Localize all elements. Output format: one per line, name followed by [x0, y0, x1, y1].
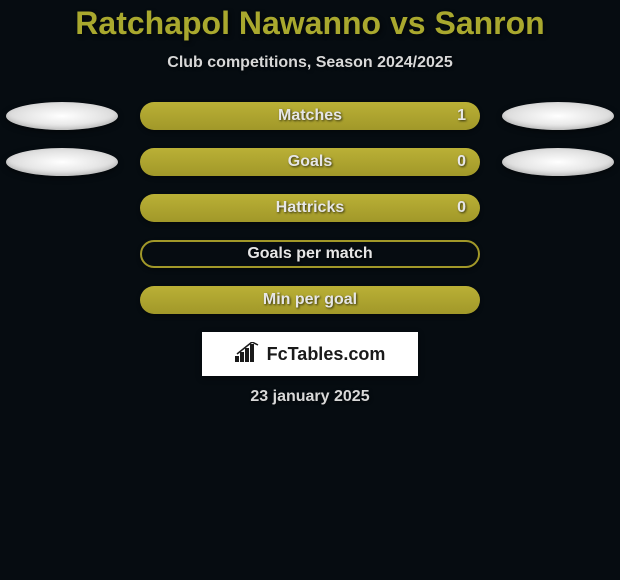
stat-label: Goals — [288, 153, 332, 171]
logo-box[interactable]: FcTables.com — [202, 332, 418, 376]
logo-text: FcTables.com — [267, 344, 386, 365]
stat-value: 0 — [457, 199, 466, 217]
stat-label: Hattricks — [276, 199, 344, 217]
left-pill — [6, 148, 118, 176]
comparison-widget: Ratchapol Nawanno vs Sanron Club competi… — [0, 0, 620, 406]
right-pill — [502, 102, 614, 130]
stat-bar: Matches 1 — [140, 102, 480, 130]
stat-row: Goals 0 — [0, 148, 620, 176]
stat-bar: Goals 0 — [140, 148, 480, 176]
stat-value: 1 — [457, 107, 466, 125]
stat-row: Hattricks 0 — [0, 194, 620, 222]
stat-bar: Min per goal — [140, 286, 480, 314]
subtitle: Club competitions, Season 2024/2025 — [0, 54, 620, 72]
date-text: 23 january 2025 — [0, 388, 620, 406]
left-pill — [6, 102, 118, 130]
stat-row: Matches 1 — [0, 102, 620, 130]
stat-row: Goals per match — [0, 240, 620, 268]
stat-value: 0 — [457, 153, 466, 171]
stat-label: Matches — [278, 107, 342, 125]
stats-container: Matches 1 Goals 0 Hattricks 0 Goals per match M… — [0, 102, 620, 314]
chart-icon — [235, 342, 261, 367]
stat-label: Min per goal — [263, 291, 357, 309]
right-pill — [502, 148, 614, 176]
page-title: Ratchapol Nawanno vs Sanron — [0, 5, 620, 42]
stat-label: Goals per match — [247, 245, 372, 263]
stat-bar: Goals per match — [140, 240, 480, 268]
stat-row: Min per goal — [0, 286, 620, 314]
stat-bar: Hattricks 0 — [140, 194, 480, 222]
